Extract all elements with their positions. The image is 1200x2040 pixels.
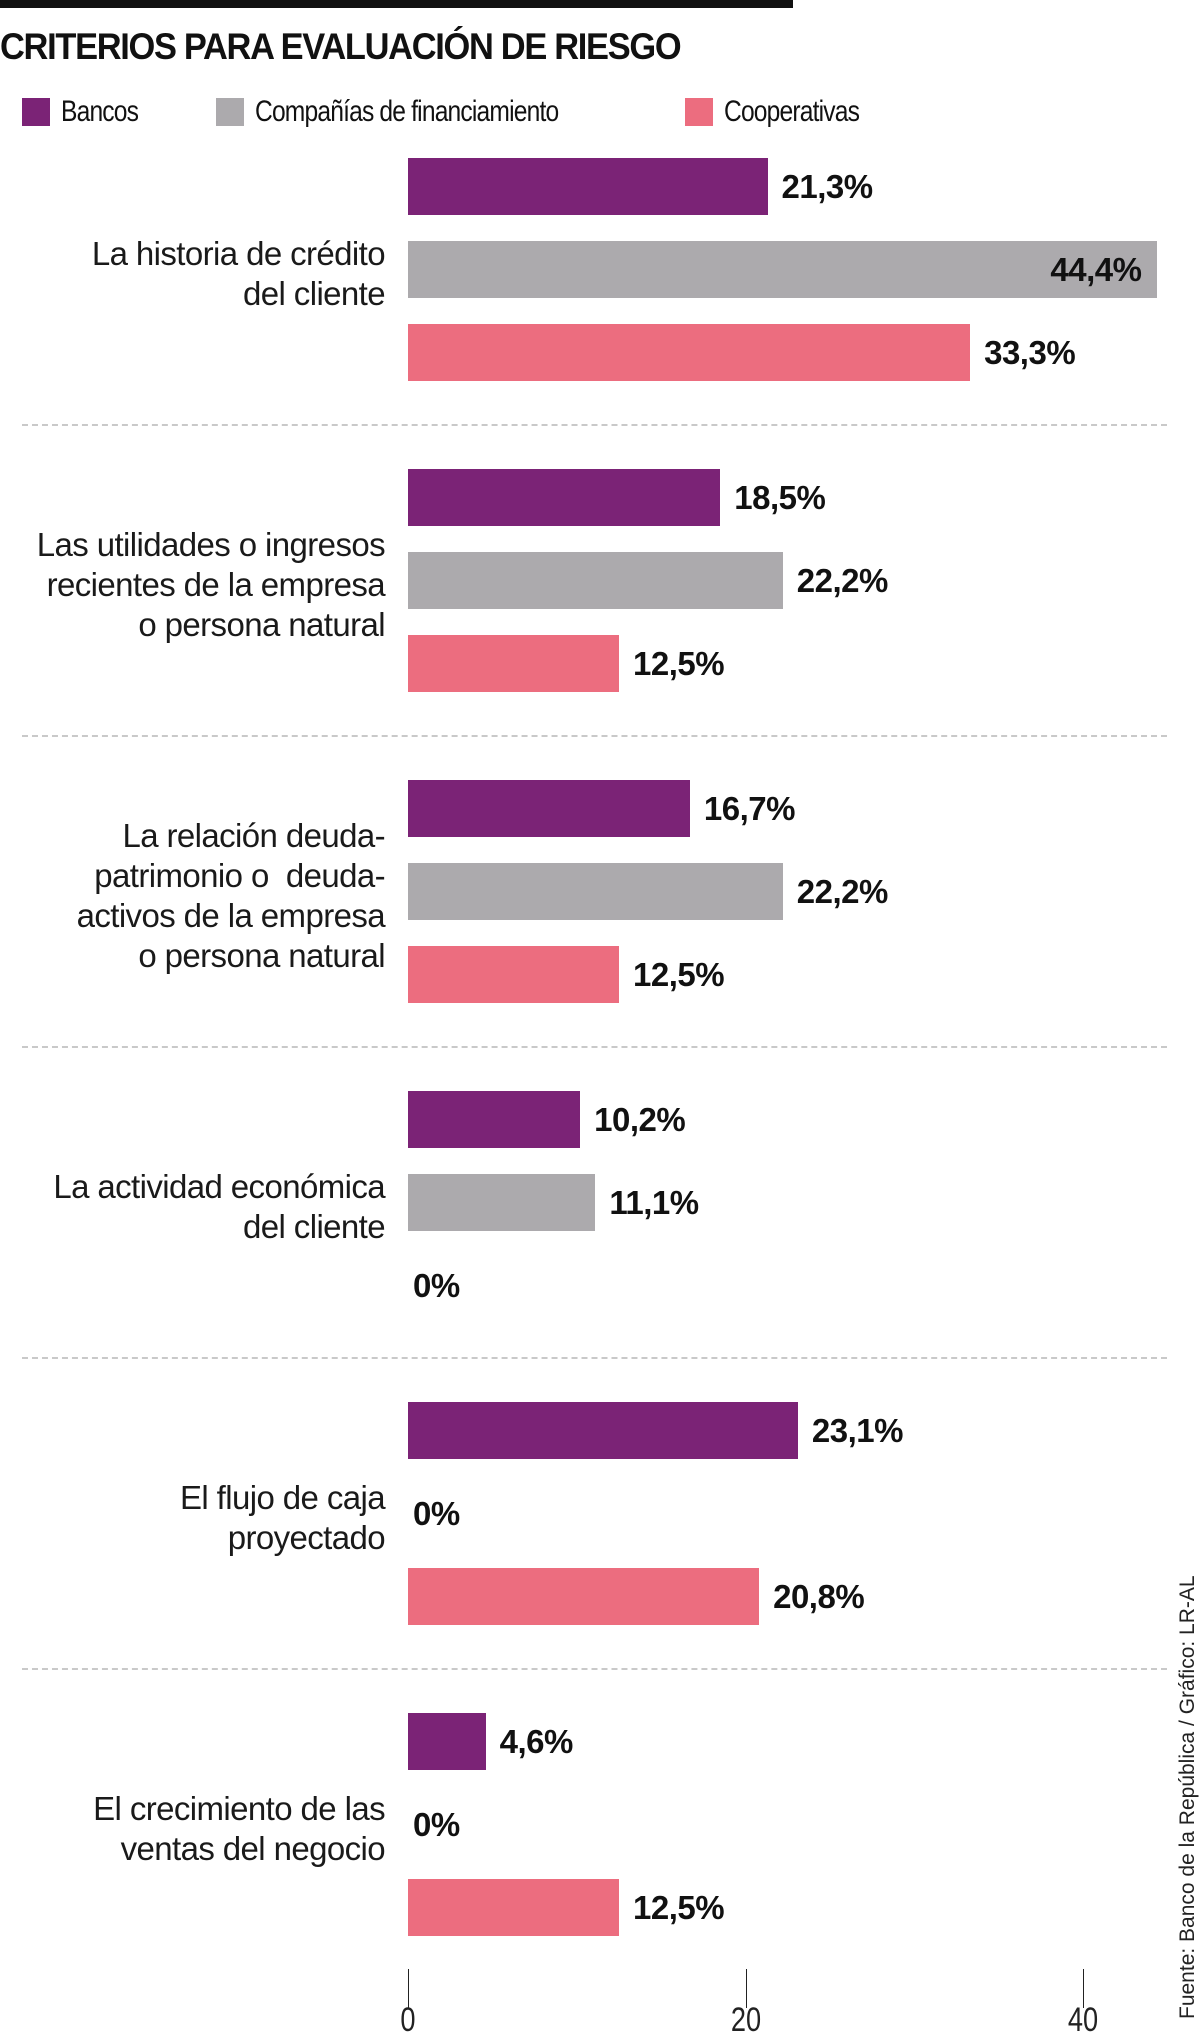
bar-bancos[interactable] — [408, 158, 768, 215]
legend-item-cooperativas: Cooperativas — [685, 95, 889, 128]
x-axis-tick-label: 40 — [1068, 2001, 1099, 2039]
top-rule — [0, 0, 793, 8]
legend-label: Compañías de financiamiento — [255, 95, 559, 128]
x-axis-tick-label: 0 — [400, 2001, 416, 2039]
data-label: 0% — [413, 1806, 460, 1843]
data-label: 22,2% — [796, 873, 889, 910]
bar-bancos[interactable] — [408, 469, 721, 526]
data-label: 12,5% — [633, 1889, 725, 1926]
data-label: 23,1% — [811, 1412, 904, 1449]
data-label: 22,2% — [796, 562, 889, 599]
data-label: 10,2% — [594, 1101, 686, 1138]
source-note: Fuente: Banco de la República / Gráfico:… — [1176, 1575, 1199, 2019]
bar-bancos[interactable] — [408, 1091, 581, 1148]
data-label: 20,8% — [773, 1578, 865, 1615]
bar-cooperativas[interactable] — [408, 1879, 619, 1936]
bar-cooperativas[interactable] — [408, 635, 619, 692]
x-axis-tick — [745, 1969, 747, 2008]
data-label: 44,4% — [1050, 251, 1142, 288]
bar-companias[interactable] — [408, 863, 783, 920]
bar-cooperativas[interactable] — [408, 946, 619, 1003]
bar-bancos[interactable] — [408, 780, 690, 837]
bar-bancos[interactable] — [408, 1402, 798, 1459]
data-label: 11,1% — [609, 1184, 699, 1221]
group-separator — [22, 1357, 1167, 1359]
group-separator — [22, 1046, 1167, 1048]
legend-swatch-companias — [216, 98, 244, 126]
category-label: La relación deuda- patrimonio o deuda- a… — [76, 816, 386, 974]
data-label: 16,7% — [703, 790, 796, 827]
x-axis-tick — [408, 1969, 409, 2008]
data-label: 12,5% — [633, 956, 725, 993]
data-label: 4,6% — [499, 1723, 574, 1760]
category-label: El flujo de caja proyectado — [179, 1478, 386, 1556]
bar-companias[interactable] — [408, 1174, 596, 1231]
bar-cooperativas[interactable] — [408, 324, 971, 381]
data-label: 12,5% — [633, 645, 725, 682]
category-label: El crecimiento de las ventas del negocio — [93, 1789, 385, 1867]
data-label: 21,3% — [781, 168, 874, 205]
legend-swatch-cooperativas — [685, 98, 713, 126]
x-axis-tick — [1083, 1969, 1085, 2008]
bar-bancos[interactable] — [408, 1713, 486, 1770]
data-label: 18,5% — [734, 479, 826, 516]
data-label: 0% — [413, 1267, 460, 1304]
legend-label: Bancos — [61, 95, 139, 128]
category-label: Las utilidades o ingresos recientes de l… — [36, 525, 386, 643]
x-axis-tick-label: 20 — [730, 2001, 761, 2039]
group-separator — [22, 735, 1167, 737]
group-separator — [22, 424, 1167, 426]
bar-cooperativas[interactable] — [408, 1568, 760, 1625]
legend-swatch-bancos — [22, 98, 50, 126]
category-label: La historia de crédito del cliente — [91, 234, 386, 312]
legend-item-bancos: Bancos — [22, 95, 155, 128]
bar-companias[interactable] — [408, 241, 1158, 298]
group-separator — [22, 1668, 1167, 1670]
data-label: 0% — [413, 1495, 460, 1532]
category-label: La actividad económica del cliente — [53, 1167, 385, 1245]
chart-title: CRITERIOS PARA EVALUACIÓN DE RIESGO — [0, 26, 682, 67]
data-label: 33,3% — [984, 334, 1076, 371]
legend-label: Cooperativas — [724, 95, 860, 128]
bar-companias[interactable] — [408, 552, 783, 609]
legend-item-companias: Compañías de financiamiento — [216, 95, 625, 128]
